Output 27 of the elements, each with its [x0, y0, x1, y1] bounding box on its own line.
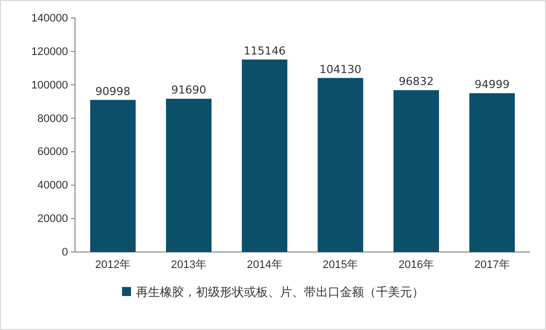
x-tick-label: 2015年	[322, 258, 358, 271]
y-tick-label: 140000	[31, 12, 68, 25]
bar	[469, 93, 515, 252]
bar	[242, 60, 288, 252]
data-label: 94999	[474, 78, 510, 92]
y-tick-label: 80000	[37, 112, 68, 125]
x-tick-label: 2014年	[246, 258, 282, 271]
bar	[90, 100, 136, 252]
x-tick-label: 2012年	[95, 258, 131, 271]
x-tick-label: 2017年	[474, 258, 510, 271]
y-tick-label: 60000	[37, 146, 68, 158]
x-tick-label: 2016年	[398, 258, 434, 271]
data-label: 104130	[319, 62, 362, 76]
y-tick-label: 20000	[37, 213, 68, 226]
legend-label: 再生橡胶，初级形状或板、片、带出口金额（千美元）	[136, 285, 424, 299]
y-tick-label: 100000	[31, 79, 68, 92]
data-label: 91690	[171, 84, 206, 97]
data-label: 96832	[398, 75, 434, 88]
bar	[318, 78, 364, 252]
bar	[394, 90, 439, 252]
x-tick-label: 2013年	[171, 258, 206, 271]
bar	[166, 98, 212, 252]
data-label: 115146	[244, 44, 286, 58]
data-label: 90998	[95, 84, 130, 98]
y-tick-label: 40000	[37, 180, 68, 192]
y-tick-label: 0	[62, 246, 68, 259]
y-tick-label: 120000	[31, 46, 68, 58]
